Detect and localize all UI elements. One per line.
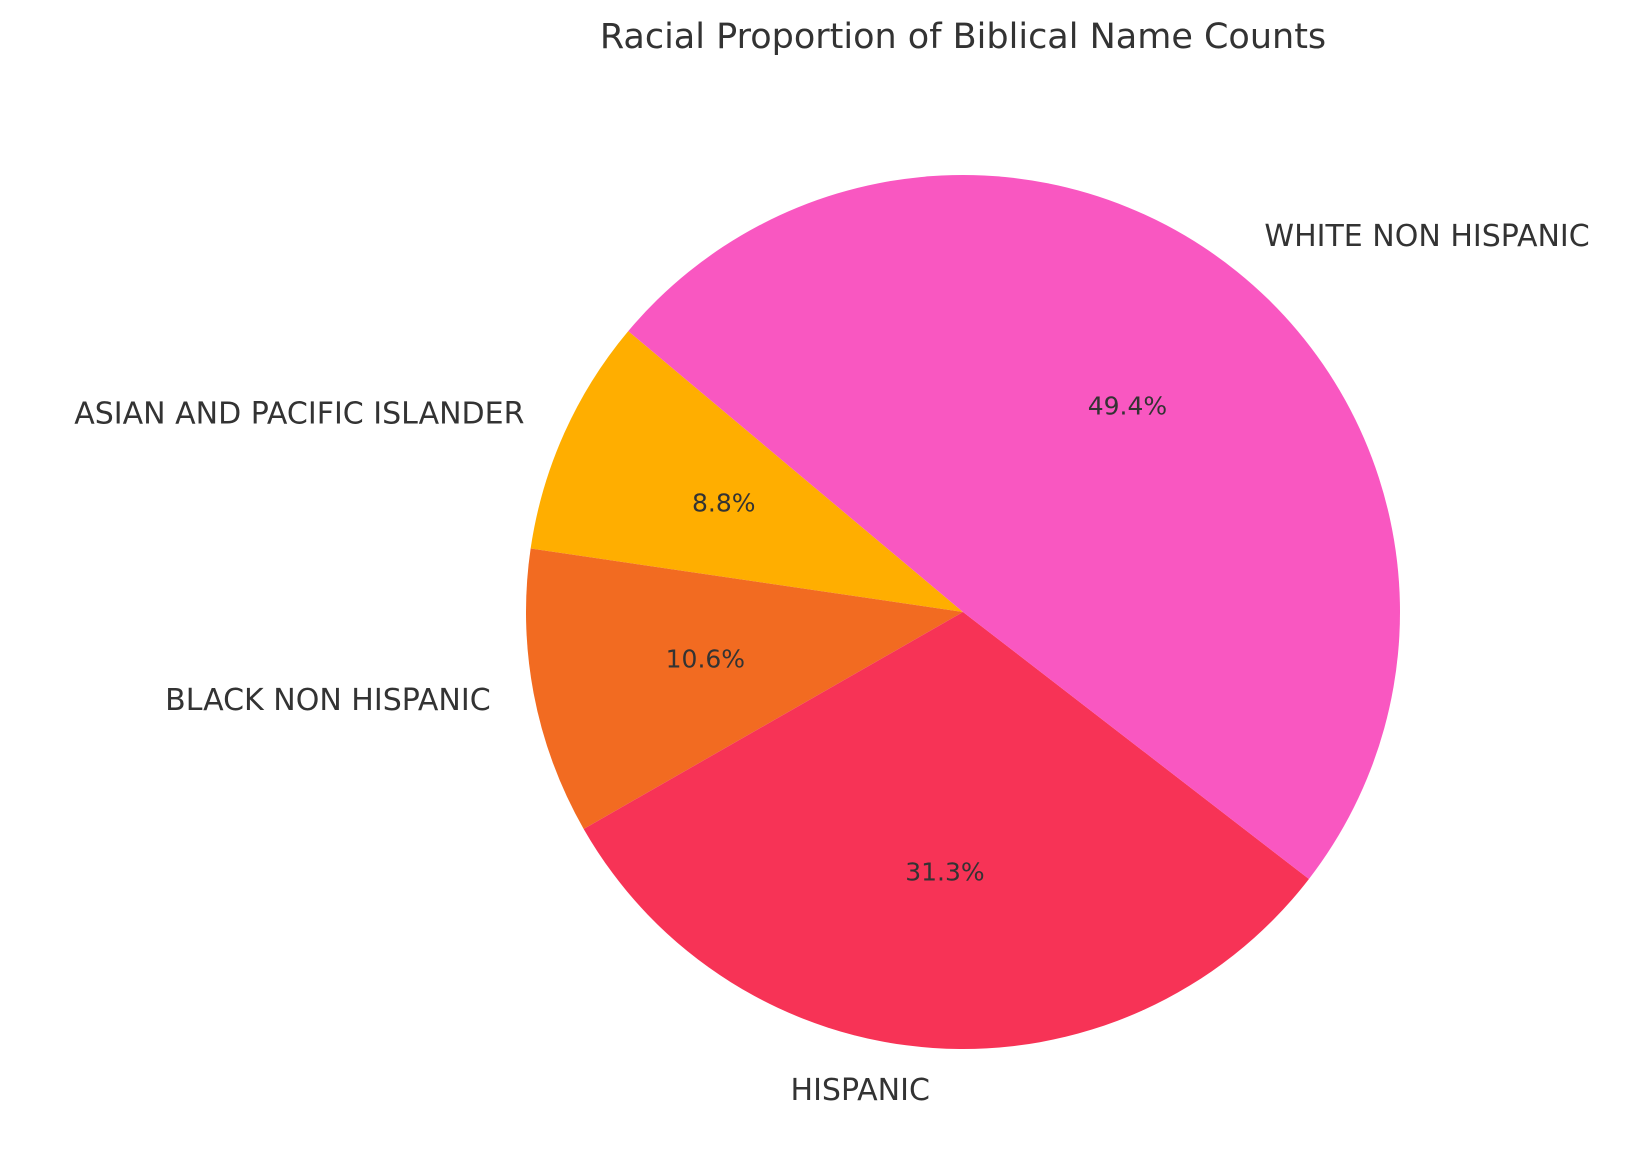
pie-slice-hispanic xyxy=(583,612,1309,1049)
percent-label-white-non-hispanic: 49.4% xyxy=(1088,392,1167,421)
pie-slices xyxy=(526,174,1401,1049)
slice-label-black-non-hispanic: BLACK NON HISPANIC xyxy=(165,683,491,718)
slice-label-white-non-hispanic: WHITE NON HISPANIC xyxy=(1264,219,1589,254)
percent-label-hispanic: 31.3% xyxy=(905,858,984,887)
pie-slice-asian-and-pacific-islander xyxy=(530,331,963,612)
slice-label-hispanic: HISPANIC xyxy=(791,1073,930,1108)
percent-label-black-non-hispanic: 10.6% xyxy=(666,645,745,674)
chart-title: Racial Proportion of Biblical Name Count… xyxy=(600,17,1326,57)
pie-slice-white-non-hispanic xyxy=(628,174,1401,880)
percent-label-asian-and-pacific-islander: 8.8% xyxy=(692,489,756,518)
pie-slice-black-non-hispanic xyxy=(526,548,963,829)
slice-label-asian-and-pacific-islander: ASIAN AND PACIFIC ISLANDER xyxy=(74,397,524,432)
pie-labels: ASIAN AND PACIFIC ISLANDER 8.8% BLACK NON … xyxy=(74,219,1589,1108)
